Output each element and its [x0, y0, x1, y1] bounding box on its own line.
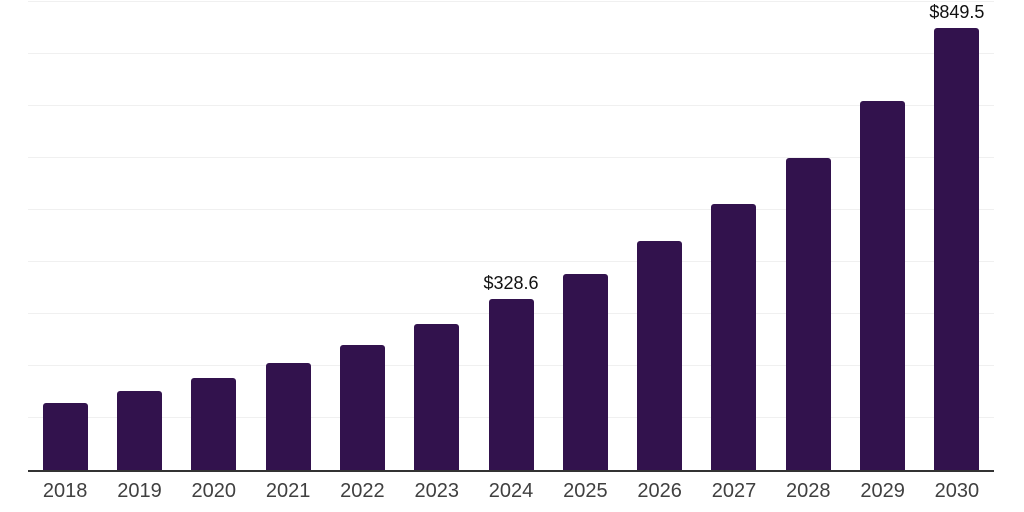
- bar-2021: [265, 363, 311, 470]
- x-tick-label-2021: 2021: [265, 480, 311, 502]
- x-tick-label-2030: 2030: [934, 480, 980, 502]
- bar-slot-2028: [771, 0, 845, 470]
- bar-2028: [785, 158, 831, 470]
- bar-2024: [488, 299, 534, 470]
- x-tick-label-2029: 2029: [860, 480, 905, 502]
- bar-2022: [339, 345, 385, 470]
- x-tick-label-2026: 2026: [637, 480, 682, 502]
- gridline-600: [28, 157, 994, 159]
- gridline-800: [28, 53, 994, 55]
- bar-slot-2020: [177, 0, 251, 470]
- bar-value-label-2030: $849.5: [929, 2, 985, 23]
- bar-slot-2026: [623, 0, 697, 470]
- bar-slot-2025: [548, 0, 622, 470]
- bar-slot-2030: $849.5: [920, 0, 994, 470]
- x-tick-label-2018: 2018: [42, 480, 88, 502]
- gridline-900: [28, 1, 994, 3]
- plot-area: $328.6 $849.5: [28, 0, 994, 472]
- bars-layer: $328.6 $849.5: [28, 0, 994, 470]
- bar-slot-2024: $328.6: [474, 0, 548, 470]
- gridline-400: [28, 261, 994, 263]
- bar-2019: [116, 391, 162, 470]
- bar-2020: [191, 378, 237, 470]
- bar-slot-2019: [102, 0, 176, 470]
- x-tick-label-2025: 2025: [563, 480, 608, 502]
- bar-value-label-2024: $328.6: [483, 273, 539, 294]
- x-tick-label-2024: 2024: [488, 480, 534, 502]
- x-tick-label-2023: 2023: [414, 480, 459, 502]
- bar-slot-2022: [325, 0, 399, 470]
- bar-2026: [637, 241, 683, 470]
- bar-2025: [562, 273, 608, 470]
- bar-slot-2023: [400, 0, 474, 470]
- gridline-500: [28, 209, 994, 211]
- x-tick-label-2027: 2027: [711, 480, 757, 502]
- bar-2027: [711, 204, 757, 470]
- bar-slot-2027: [697, 0, 771, 470]
- bar-2029: [860, 101, 906, 470]
- bar-2018: [42, 403, 88, 470]
- bar-slot-2029: [845, 0, 919, 470]
- x-tick-label-2020: 2020: [191, 480, 237, 502]
- x-tick-label-2019: 2019: [117, 480, 162, 502]
- x-axis-labels: 2018 2019 2020 2021 2022 2023 2024 2025 2026 2027…: [28, 480, 994, 503]
- bar-2030: [934, 28, 980, 470]
- x-tick-label-2022: 2022: [340, 480, 385, 502]
- x-axis-line: [28, 470, 994, 472]
- bar-slot-2018: [28, 0, 102, 470]
- gridline-700: [28, 105, 994, 107]
- x-tick-label-2028: 2028: [786, 480, 831, 502]
- bar-2023: [414, 324, 460, 470]
- bar-slot-2021: [251, 0, 325, 470]
